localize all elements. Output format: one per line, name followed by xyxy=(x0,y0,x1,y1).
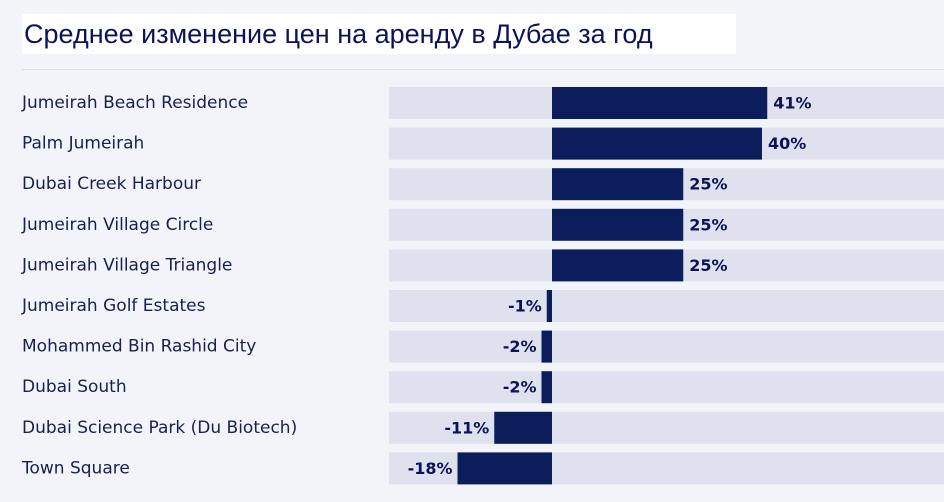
category-label: Town Square xyxy=(21,458,130,478)
value-label: -11% xyxy=(444,418,489,437)
bar xyxy=(541,330,552,363)
bar-track xyxy=(389,290,944,322)
bar xyxy=(457,452,552,485)
bar xyxy=(552,87,768,119)
category-label: Jumeirah Village Triangle xyxy=(21,255,232,275)
bar xyxy=(541,371,552,404)
category-label: Dubai South xyxy=(22,377,127,397)
title-background xyxy=(22,14,736,54)
value-label: 41% xyxy=(773,94,811,113)
category-label: Dubai Creek Harbour xyxy=(22,174,201,194)
category-label: Mohammed Bin Rashid City xyxy=(22,337,256,357)
title-divider xyxy=(22,69,944,70)
bar-track xyxy=(389,411,944,444)
value-label: -18% xyxy=(408,459,453,478)
value-label: 25% xyxy=(689,175,727,194)
bar xyxy=(552,127,762,160)
category-label: Jumeirah Beach Residence xyxy=(21,93,248,113)
category-label: Jumeirah Golf Estates xyxy=(21,296,206,316)
value-label: 40% xyxy=(768,134,806,153)
bar xyxy=(552,168,684,201)
bar-track xyxy=(389,330,944,363)
bar-track xyxy=(389,371,944,404)
value-label: -1% xyxy=(508,297,542,316)
category-label: Palm Jumeirah xyxy=(22,134,144,154)
chart-title: Среднее изменение цен на аренду в Дубае … xyxy=(24,19,653,49)
value-label: 25% xyxy=(689,215,727,234)
bar xyxy=(494,411,552,444)
value-label: -2% xyxy=(503,378,537,397)
value-label: -2% xyxy=(503,337,537,356)
bar xyxy=(546,290,552,322)
value-label: 25% xyxy=(689,256,727,275)
bar xyxy=(552,208,684,241)
category-label: Jumeirah Village Circle xyxy=(21,215,213,235)
category-label: Dubai Science Park (Du Biotech) xyxy=(22,418,297,438)
bar xyxy=(552,249,684,282)
